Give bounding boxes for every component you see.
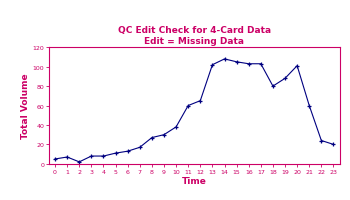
Y-axis label: Total Volume: Total Volume <box>21 73 30 139</box>
X-axis label: Time: Time <box>182 177 207 186</box>
Title: QC Edit Check for 4-Card Data
Edit = Missing Data: QC Edit Check for 4-Card Data Edit = Mis… <box>118 26 271 46</box>
